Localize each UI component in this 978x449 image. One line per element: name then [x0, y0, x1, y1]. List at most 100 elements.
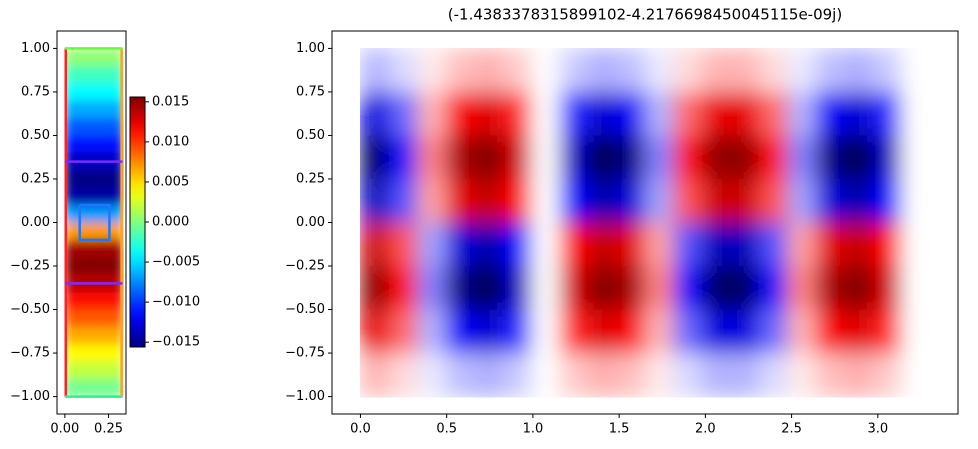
field-cell [502, 91, 532, 137]
field-cell [445, 178, 475, 224]
field-cell [559, 135, 589, 180]
field-cell [815, 48, 845, 93]
colorbar-tick-label: −0.005 [152, 255, 200, 270]
field-cell [64, 100, 124, 119]
field-cell [64, 257, 124, 276]
field-cell [872, 91, 902, 137]
field-cell [787, 309, 817, 354]
field-cell [673, 266, 703, 311]
field-cell [815, 222, 845, 267]
field-cell [588, 48, 618, 93]
field-cell [787, 91, 817, 137]
field-cell [844, 91, 874, 137]
field-cell [502, 135, 532, 180]
y-tick-label: 0.50 [296, 128, 325, 143]
field-cell [531, 266, 561, 311]
field-cell [616, 48, 646, 93]
field-cell [815, 353, 845, 398]
field-cell [64, 379, 124, 398]
field-cell [758, 178, 788, 224]
x-tick-label: 3.0 [867, 422, 888, 437]
field-cell [872, 48, 902, 93]
field-cell [502, 48, 532, 93]
field-cell [872, 353, 902, 398]
field-cell [360, 353, 390, 398]
field-cell [758, 91, 788, 137]
field-cell [730, 353, 760, 398]
field-cell [701, 178, 731, 224]
field-cell [645, 48, 675, 93]
field-cell [360, 222, 390, 267]
field-cell [588, 135, 618, 180]
field-cell [531, 353, 561, 398]
field-cell [64, 65, 124, 84]
field-cell [673, 309, 703, 354]
x-tick-label: 0.25 [94, 422, 123, 437]
field-cell [673, 48, 703, 93]
field-cell [531, 91, 561, 137]
field-cell [616, 309, 646, 354]
chart-title: (-1.4383378315899102-4.2176698450045115e… [448, 6, 842, 24]
field-cell [901, 266, 931, 311]
field-cell [388, 178, 418, 224]
y-tick-label: 0.50 [21, 128, 50, 143]
field-cell [360, 48, 390, 93]
field-cell [588, 266, 618, 311]
field-cell [559, 222, 589, 267]
y-tick-label: 0.75 [296, 84, 325, 99]
field-cell [64, 361, 124, 380]
x-tick-label: 1.0 [523, 422, 544, 437]
y-tick-label: −1.00 [10, 389, 50, 404]
field-cell [844, 353, 874, 398]
field-cell [559, 178, 589, 224]
field-cell [844, 135, 874, 180]
x-tick-label: 1.5 [609, 422, 630, 437]
field-cell [388, 91, 418, 137]
field-cell [844, 222, 874, 267]
field-cell [502, 266, 532, 311]
field-cell [645, 135, 675, 180]
field-cell [787, 135, 817, 180]
field-cell [645, 91, 675, 137]
x-tick-label: 2.0 [695, 422, 716, 437]
y-tick-label: −0.25 [285, 259, 325, 274]
field-cell [588, 222, 618, 267]
field-cell [588, 91, 618, 137]
field-cell [701, 91, 731, 137]
field-cell [815, 135, 845, 180]
field-cell [445, 222, 475, 267]
field-cell [360, 178, 390, 224]
y-tick-label: −1.00 [285, 389, 325, 404]
field-cell [502, 222, 532, 267]
field-cell [616, 135, 646, 180]
colorbar-tick-label: 0.010 [152, 134, 189, 149]
field-cell [815, 91, 845, 137]
field-cell [787, 266, 817, 311]
field-cell [730, 91, 760, 137]
field-cell [64, 170, 124, 189]
field-cell [64, 326, 124, 345]
field-cell [474, 309, 504, 354]
field-cell [645, 222, 675, 267]
field-cell [701, 135, 731, 180]
field-cell [901, 91, 931, 137]
field-cell [445, 309, 475, 354]
field-cell [645, 309, 675, 354]
field-cell [64, 118, 124, 137]
plot-area [64, 47, 124, 398]
field-cell [445, 91, 475, 137]
colorbar-tick-label: −0.010 [152, 295, 200, 310]
field-cell [531, 135, 561, 180]
field-cell [758, 353, 788, 398]
field-cell [701, 266, 731, 311]
field-cell [388, 48, 418, 93]
field-cell [787, 48, 817, 93]
field-cell [701, 222, 731, 267]
y-tick-label: −0.75 [285, 346, 325, 361]
field-cell [360, 266, 390, 311]
field-cell [559, 91, 589, 137]
field-cell [559, 309, 589, 354]
field-cell [559, 266, 589, 311]
field-cell [844, 178, 874, 224]
field-cell [645, 178, 675, 224]
